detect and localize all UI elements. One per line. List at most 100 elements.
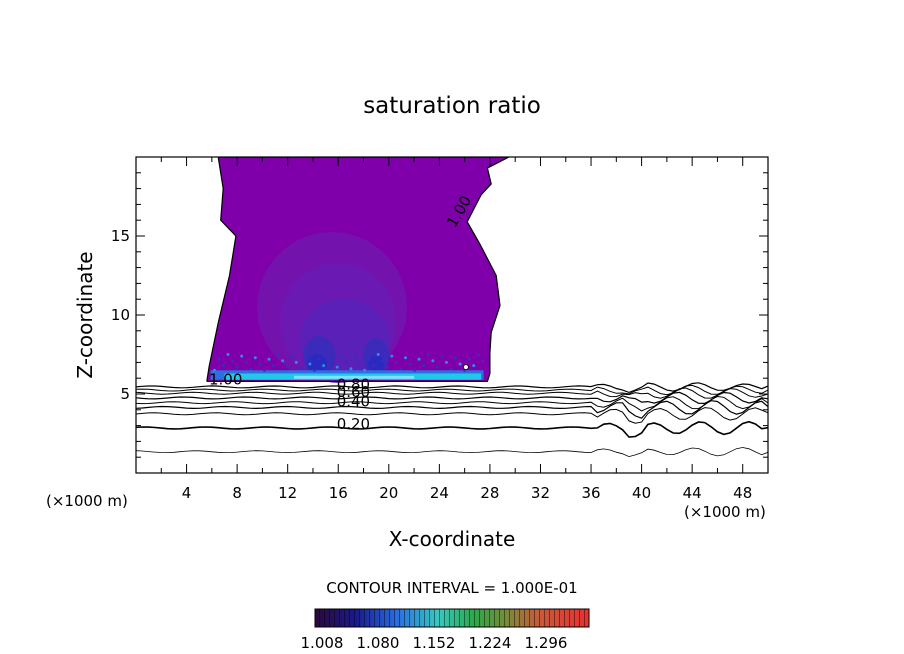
x-axis-label: X-coordinate [389,527,516,551]
contour-line [136,384,768,396]
speckle [244,360,248,364]
speckle [358,362,362,366]
plume-lobe [306,353,327,374]
speckle [440,354,444,358]
speckle [212,368,216,372]
colorbar-tick-label: 1.080 [357,634,400,652]
plume-lobe [368,354,385,373]
speckle [363,368,366,372]
speckle [235,365,239,369]
speckle [258,362,262,366]
contour-line [136,420,768,438]
speckle [385,365,389,369]
speckle [313,368,316,372]
y-tick-label: 15 [111,227,130,245]
contour-label: 0.80 [337,375,370,393]
speckle [249,367,253,371]
speckle [426,353,430,356]
speckle [285,365,289,369]
speckle [444,360,448,364]
speckle [331,359,335,363]
speckle [303,356,307,360]
speckle [458,362,462,366]
speckle [417,357,421,361]
colorbar-tick-label: 1.224 [469,634,512,652]
speckle [272,364,275,368]
contour-interval-text: CONTOUR INTERVAL = 1.000E-01 [326,579,577,597]
speckle [408,362,412,366]
speckle [222,364,225,368]
speckle [353,356,357,360]
speckle [467,357,471,361]
x-tick-label: 40 [632,484,651,502]
colorbar-divisions [315,609,589,627]
speckle [294,360,298,364]
colorbar-tick-label: 1.008 [301,634,344,652]
speckle [431,359,435,363]
base-band-bright [294,375,415,379]
speckle [299,367,303,371]
speckle [481,359,485,363]
speckle [290,354,294,358]
contour-line [136,391,768,405]
speckle [231,359,235,363]
x-tick-label: 8 [232,484,242,502]
x-tick-label: 44 [683,484,702,502]
speckle [472,364,476,368]
speckle [404,356,407,360]
x-unit-right: (×1000 m) [684,503,766,521]
x-tick-label: 24 [430,484,449,502]
plume-dot [463,364,469,371]
speckle [372,364,376,368]
speckle [276,353,280,356]
chart-title: saturation ratio [363,93,541,119]
saturation-fill [206,157,509,383]
speckle [226,353,230,356]
contour-lines [136,157,768,458]
speckle [422,364,426,368]
contour-line [136,400,768,419]
x-tick-label: 48 [733,484,752,502]
speckle [454,356,457,360]
speckle [381,359,385,363]
colorbar-tick-labels: 1.008 1.080 1.152 1.224 1.296 [301,634,568,652]
speckle [326,353,330,356]
speckle [399,367,403,371]
contour-line [136,407,768,424]
contour-1.00 [206,157,510,382]
speckle [317,357,321,361]
speckle [253,356,257,360]
contour-line [136,395,768,412]
contour-label: 0.20 [337,415,370,433]
speckle [322,364,326,368]
y-axis-label: Z-coordinate [73,251,97,378]
contour-label: 0.60 [337,383,370,401]
speckle [349,367,353,371]
y-tick-label: 10 [111,306,130,324]
x-tick-label: 16 [329,484,348,502]
speckle [435,365,439,369]
x-unit-left: (×1000 m) [46,492,128,510]
speckle [281,359,285,363]
contour-line [136,387,768,399]
speckle [476,353,480,356]
contour-label: 0.40 [337,393,370,411]
contour-label: 1.00 [209,371,242,389]
speckle [217,357,221,361]
speckle [390,354,394,358]
speckle [449,367,453,371]
speckle [367,357,371,361]
contour-line [136,447,768,458]
colorbar-tick-label: 1.296 [525,634,568,652]
x-tick-label: 32 [531,484,550,502]
speckle [376,353,380,356]
x-tick-label: 20 [379,484,398,502]
y-tick-label: 5 [120,385,130,403]
contour-line [136,382,768,394]
x-tick-label: 28 [480,484,499,502]
speckle [413,368,417,372]
speckle [240,354,244,358]
speckle [394,360,398,364]
